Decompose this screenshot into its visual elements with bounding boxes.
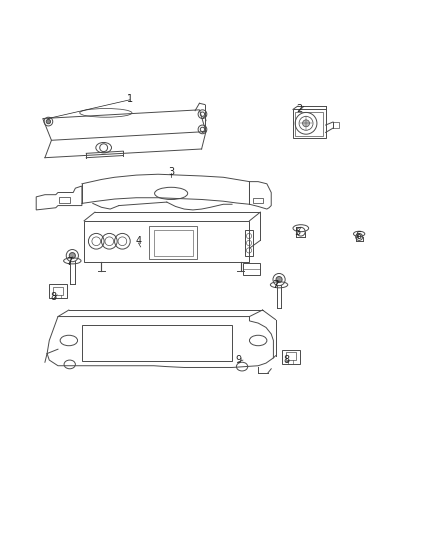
- Bar: [149, 226, 197, 259]
- Bar: [282, 350, 300, 364]
- Bar: [84, 221, 250, 262]
- Bar: [245, 230, 253, 256]
- Text: 3: 3: [168, 167, 174, 176]
- Bar: [49, 284, 67, 298]
- Ellipse shape: [276, 277, 282, 282]
- Ellipse shape: [46, 119, 50, 124]
- Text: 1: 1: [127, 94, 133, 104]
- Bar: [333, 122, 339, 128]
- Bar: [59, 197, 70, 204]
- Bar: [293, 109, 325, 138]
- Bar: [286, 352, 296, 360]
- Text: 2: 2: [297, 104, 303, 114]
- Bar: [295, 112, 323, 136]
- Text: 8: 8: [50, 292, 57, 302]
- Bar: [82, 325, 232, 360]
- Bar: [243, 263, 260, 275]
- Text: 8: 8: [283, 355, 290, 365]
- Text: 7: 7: [66, 257, 72, 267]
- Text: 6: 6: [355, 231, 361, 241]
- Bar: [154, 230, 193, 256]
- Text: 4: 4: [135, 236, 141, 246]
- Text: 9: 9: [236, 355, 242, 365]
- Ellipse shape: [69, 253, 75, 259]
- Text: 7: 7: [272, 280, 279, 290]
- Ellipse shape: [303, 120, 310, 127]
- Bar: [53, 287, 63, 295]
- Bar: [253, 198, 262, 204]
- Text: 5: 5: [294, 227, 300, 237]
